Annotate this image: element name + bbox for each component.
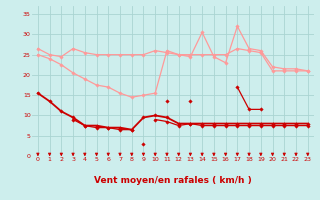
X-axis label: Vent moyen/en rafales ( km/h ): Vent moyen/en rafales ( km/h ): [94, 176, 252, 185]
